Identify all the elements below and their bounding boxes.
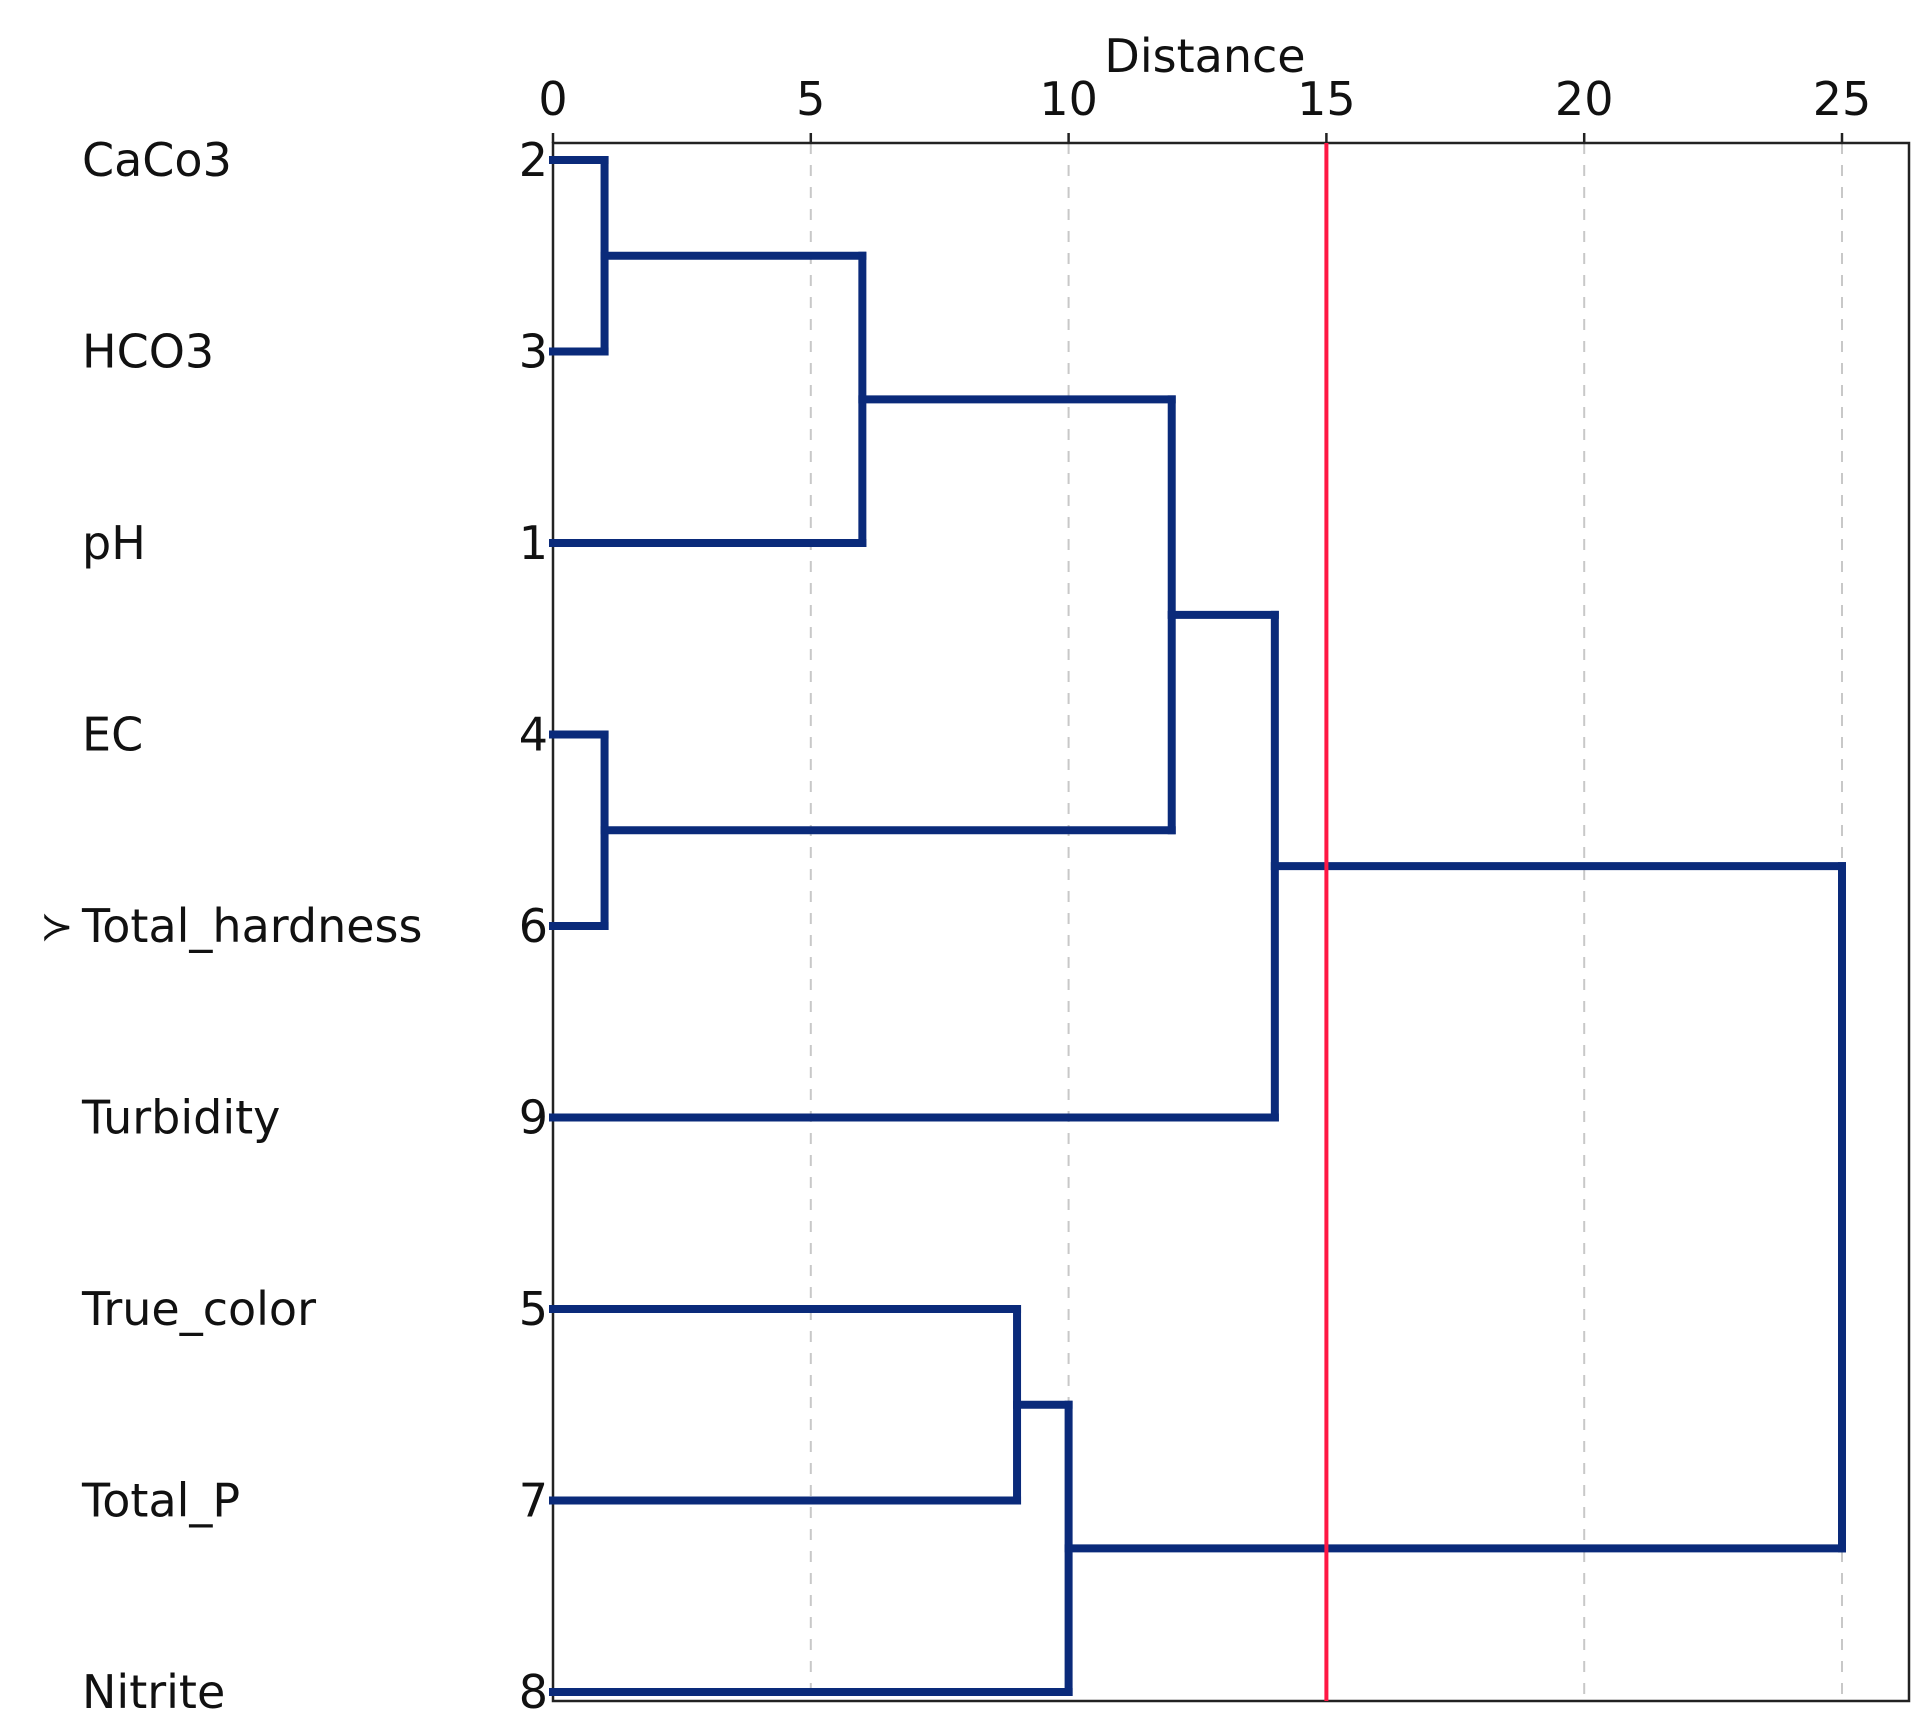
plot-frame <box>551 141 1911 1703</box>
x-tick-label: 10 <box>1039 72 1098 126</box>
leaf-id-label: 7 <box>519 1474 548 1528</box>
leaf-name-label: Total_P <box>81 1474 240 1528</box>
highlighted-leaf-marker: ≻ <box>40 904 74 950</box>
leaf-id-label: 9 <box>519 1091 548 1145</box>
x-tick-label: 0 <box>538 72 567 126</box>
leaf-name-label: EC <box>82 708 143 762</box>
leaf-id-label: 8 <box>519 1665 548 1719</box>
leaf-name-label: True_color <box>81 1282 316 1336</box>
x-tick-label: 5 <box>796 72 825 126</box>
leaf-name-label: pH <box>82 516 146 570</box>
leaf-id-label: 4 <box>519 708 548 762</box>
leaf-name-label: Nitrite <box>82 1665 225 1719</box>
x-tick-label: 15 <box>1297 72 1356 126</box>
leaf-name-label: HCO3 <box>82 325 214 379</box>
x-axis-ticks: 0 5 10 15 20 25 <box>538 72 1871 143</box>
leaf-labels: CaCo3 2 HCO3 3 pH 1 EC 4 Total_hardness 6 Turbidit… <box>40 133 548 1719</box>
leaf-id-label: 1 <box>519 516 548 570</box>
leaf-name-label: Total_hardness <box>81 899 422 953</box>
dendrogram-branches <box>549 156 1846 1696</box>
x-axis-title: Distance <box>1104 29 1305 83</box>
leaf-id-label: 2 <box>519 133 548 187</box>
x-tick-label: 25 <box>1813 72 1872 126</box>
leaf-name-label: CaCo3 <box>82 133 232 187</box>
leaf-name-label: Turbidity <box>81 1091 280 1145</box>
leaf-id-label: 6 <box>519 899 548 953</box>
leaf-id-label: 3 <box>519 325 548 379</box>
x-tick-label: 20 <box>1555 72 1614 126</box>
leaf-id-label: 5 <box>519 1282 548 1336</box>
